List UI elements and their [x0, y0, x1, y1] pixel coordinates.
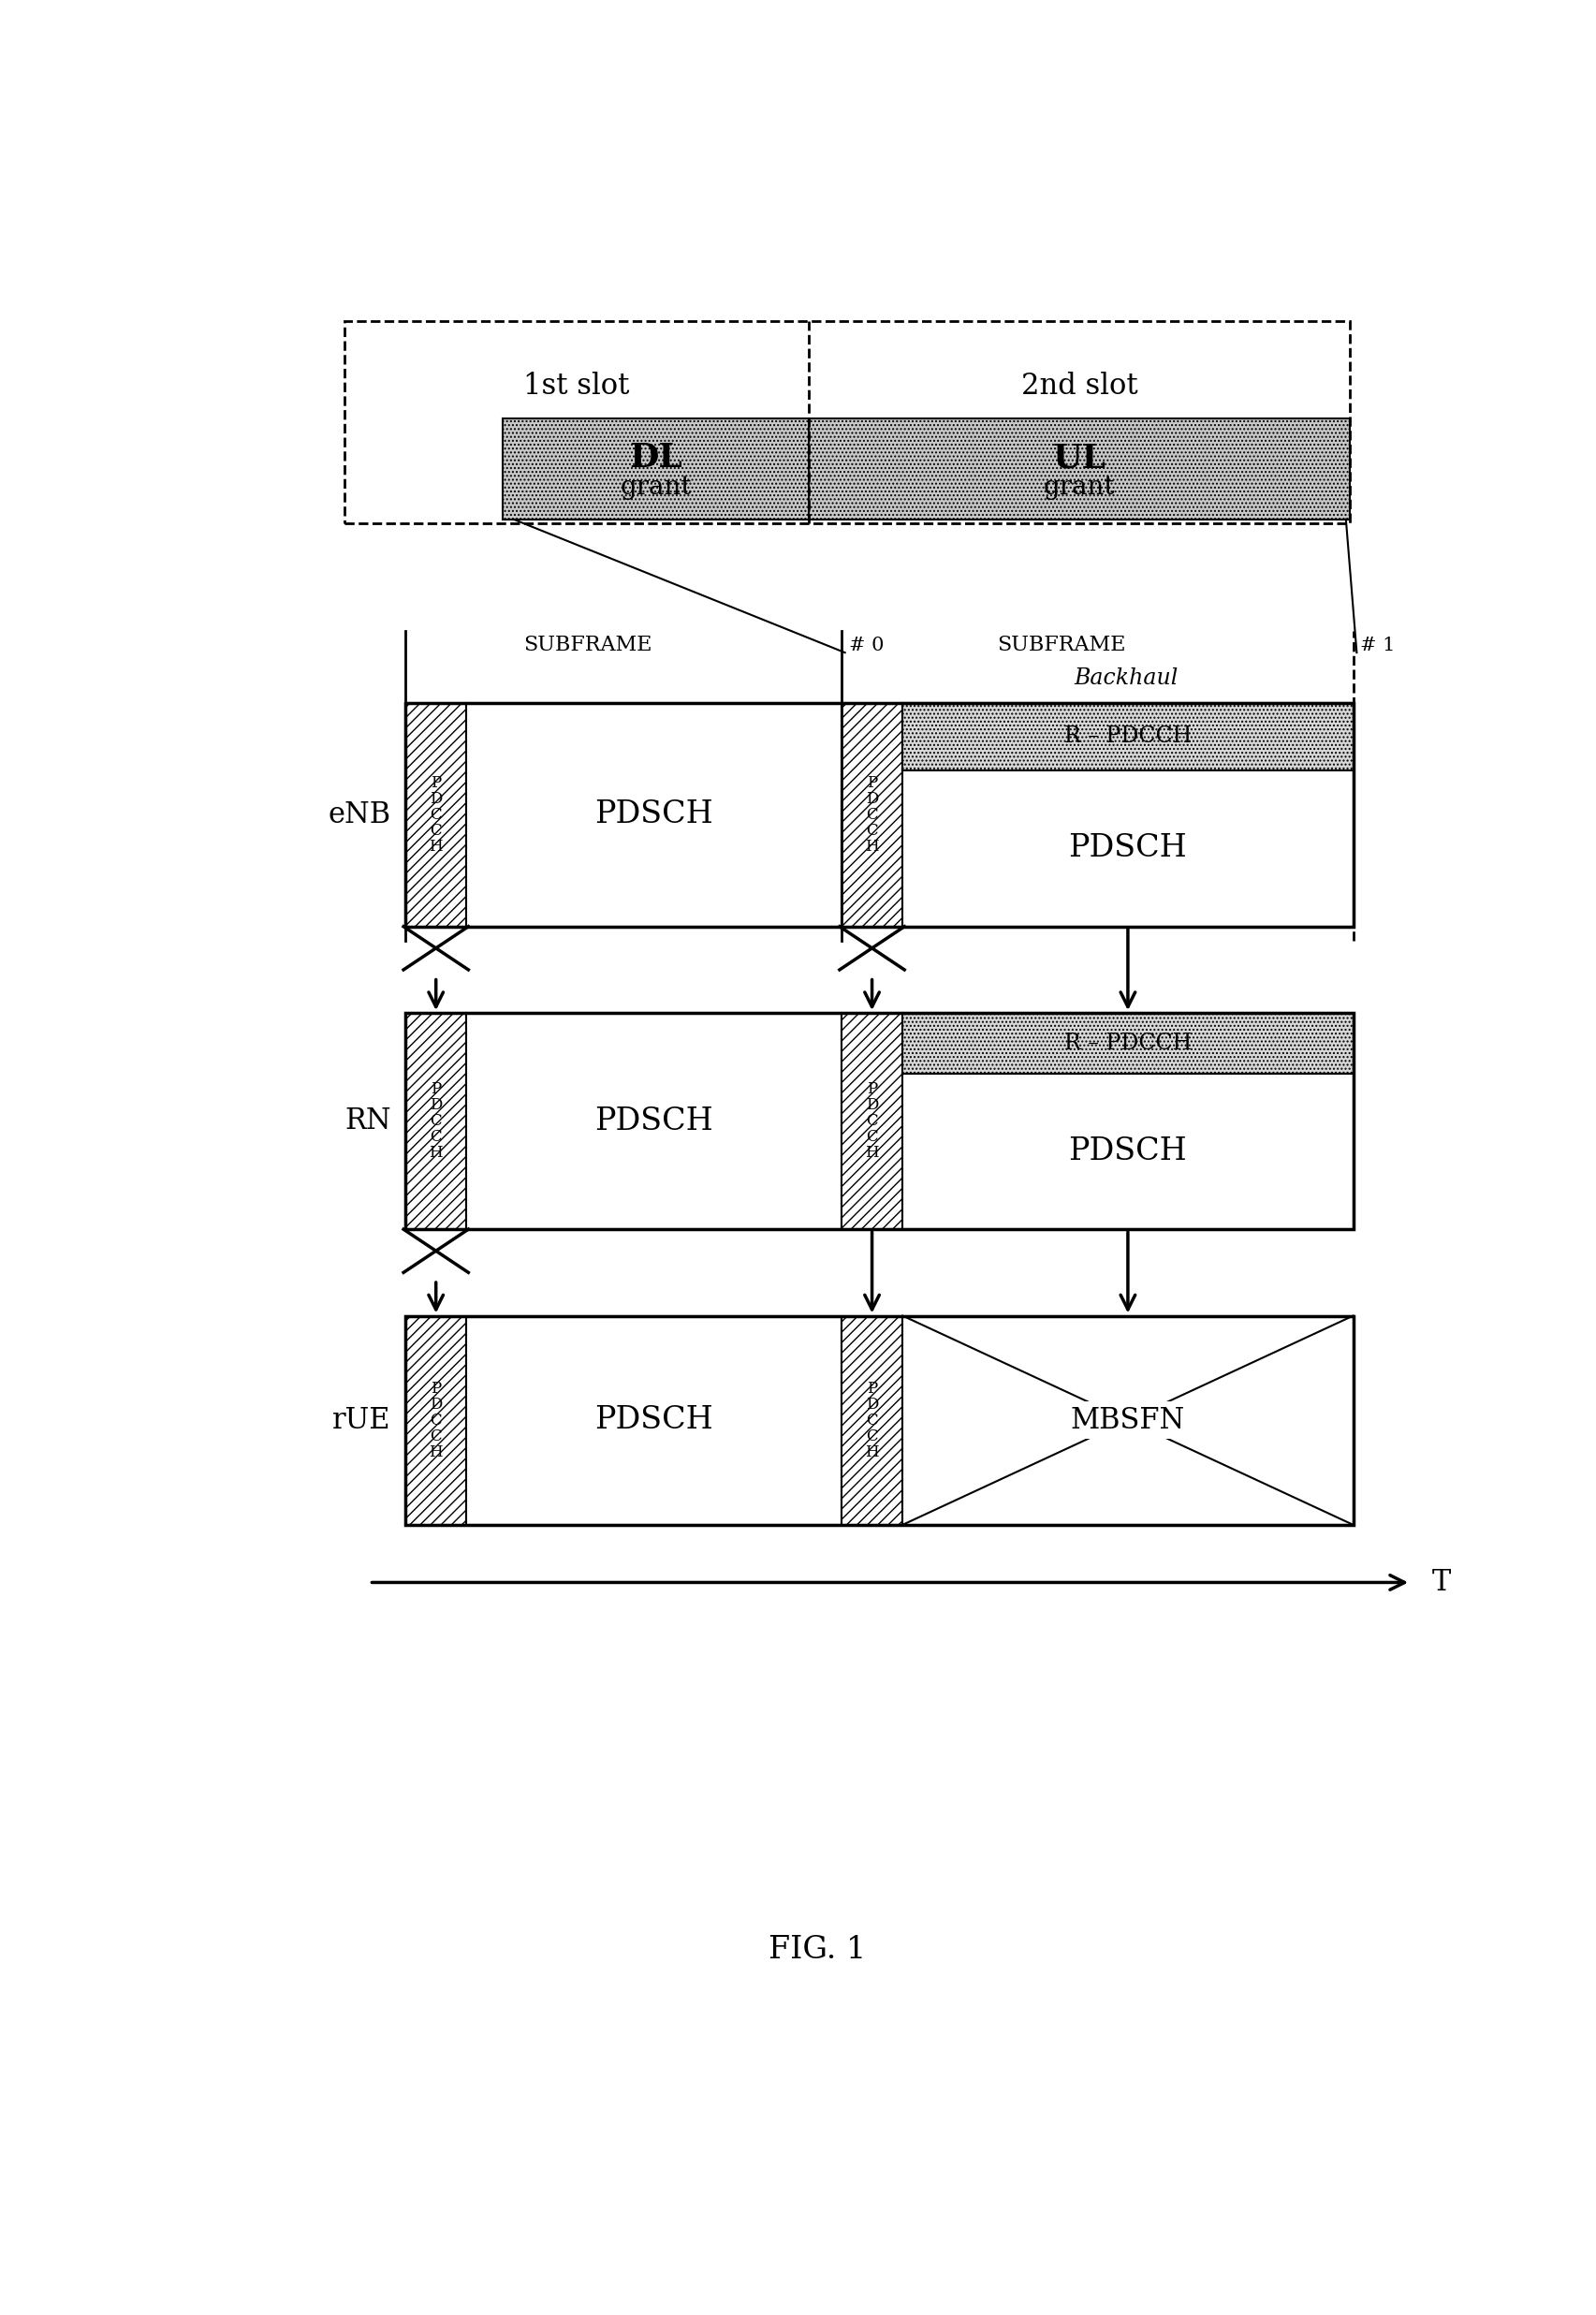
Text: P
D
C
C
H: P D C C H — [429, 1081, 442, 1160]
Text: SUBFRAME: SUBFRAME — [523, 634, 651, 655]
Text: PDSCH: PDSCH — [595, 1107, 713, 1137]
Bar — [405, 1315, 466, 1526]
Text: P
D
C
C
H: P D C C H — [429, 776, 442, 854]
Text: PDSCH: PDSCH — [1069, 1137, 1187, 1167]
Bar — [405, 1315, 1353, 1526]
Text: DL: DL — [629, 442, 683, 475]
Bar — [466, 1315, 841, 1526]
Text: P
D
C
C
H: P D C C H — [865, 776, 879, 854]
Bar — [903, 771, 1353, 926]
Bar — [903, 704, 1353, 771]
Text: R – PDCCH: R – PDCCH — [1065, 727, 1192, 748]
Bar — [903, 1074, 1353, 1229]
Bar — [903, 1315, 1353, 1526]
Text: PDSCH: PDSCH — [595, 799, 713, 829]
Bar — [503, 419, 1350, 519]
Bar — [841, 1014, 903, 1229]
Bar — [903, 1014, 1353, 1074]
Text: PDSCH: PDSCH — [595, 1405, 713, 1435]
Text: RN: RN — [345, 1107, 391, 1137]
Bar — [405, 1014, 466, 1229]
Bar — [466, 704, 841, 926]
Bar — [405, 704, 1353, 926]
Text: 1st slot: 1st slot — [523, 370, 629, 400]
Text: eNB: eNB — [329, 801, 391, 829]
Bar — [903, 704, 1353, 771]
Text: P
D
C
C
H: P D C C H — [429, 1380, 442, 1461]
Text: T: T — [1433, 1567, 1451, 1597]
Bar — [405, 704, 466, 926]
Bar — [466, 1014, 841, 1229]
Text: SUBFRAME: SUBFRAME — [998, 634, 1125, 655]
Text: R – PDCCH: R – PDCCH — [1065, 1032, 1192, 1053]
Bar — [405, 1014, 1353, 1229]
Text: # 0: # 0 — [849, 637, 884, 655]
Text: MBSFN: MBSFN — [1071, 1405, 1186, 1435]
Text: grant: grant — [1044, 475, 1116, 500]
Bar — [345, 322, 1350, 523]
Text: grant: grant — [619, 475, 691, 500]
Text: P
D
C
C
H: P D C C H — [865, 1081, 879, 1160]
Text: 2nd slot: 2nd slot — [1021, 370, 1138, 400]
Text: P
D
C
C
H: P D C C H — [865, 1380, 879, 1461]
Text: PDSCH: PDSCH — [1069, 833, 1187, 863]
Text: Backhaul: Backhaul — [1074, 667, 1178, 688]
Text: rUE: rUE — [332, 1405, 391, 1435]
Text: UL: UL — [1053, 442, 1106, 475]
Bar — [841, 1315, 903, 1526]
Text: # 1: # 1 — [1360, 637, 1395, 655]
Bar — [841, 704, 903, 926]
Text: FIG. 1: FIG. 1 — [769, 1935, 867, 1965]
